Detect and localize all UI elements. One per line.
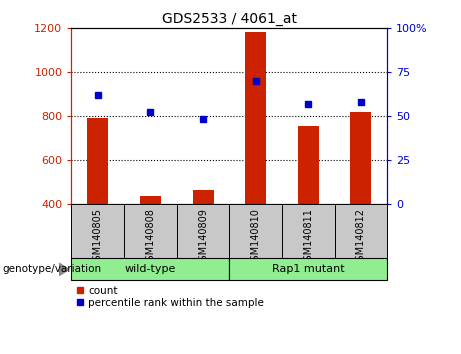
Bar <box>245 32 266 204</box>
Bar <box>140 196 161 204</box>
Bar <box>298 126 319 204</box>
Bar <box>282 204 335 258</box>
Text: GSM140811: GSM140811 <box>303 208 313 267</box>
Bar <box>71 258 230 280</box>
Bar <box>193 190 213 204</box>
Text: Rap1 mutant: Rap1 mutant <box>272 264 345 274</box>
Bar <box>229 204 282 258</box>
Polygon shape <box>59 263 69 275</box>
Bar <box>335 204 387 258</box>
Text: GSM140810: GSM140810 <box>251 208 260 267</box>
Text: wild-type: wild-type <box>125 264 176 274</box>
Text: GSM140808: GSM140808 <box>145 208 155 267</box>
Text: GSM140812: GSM140812 <box>356 208 366 267</box>
Bar <box>229 258 387 280</box>
Bar <box>71 204 124 258</box>
Text: genotype/variation: genotype/variation <box>2 264 101 274</box>
Legend: count, percentile rank within the sample: count, percentile rank within the sample <box>77 286 264 308</box>
Bar <box>124 204 177 258</box>
Bar <box>87 118 108 204</box>
Title: GDS2533 / 4061_at: GDS2533 / 4061_at <box>162 12 297 26</box>
Text: GSM140809: GSM140809 <box>198 208 208 267</box>
Bar <box>350 112 372 204</box>
Bar <box>177 204 229 258</box>
Text: GSM140805: GSM140805 <box>93 208 103 267</box>
